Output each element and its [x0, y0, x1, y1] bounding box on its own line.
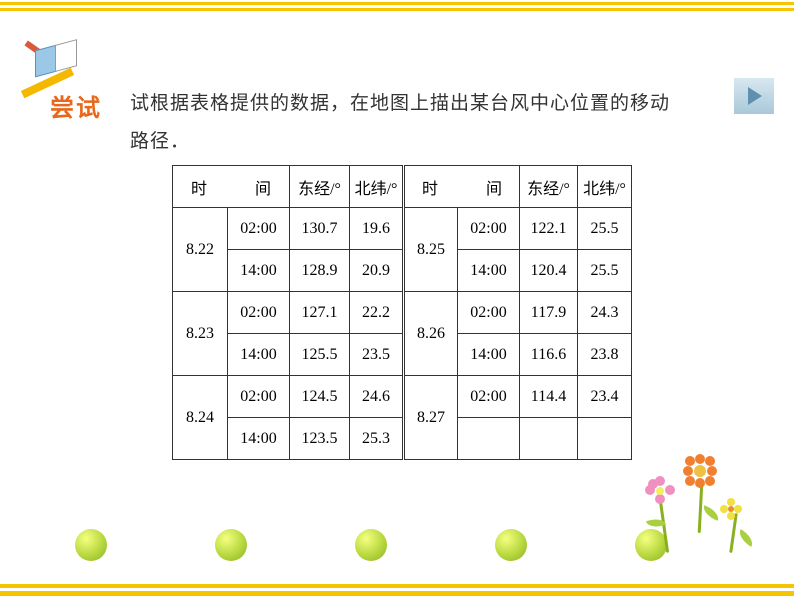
prompt-text: 试根据表格提供的数据，在地图上描出某台风中心位置的移动 路径． [130, 85, 670, 161]
cell-time: 02:00 [228, 376, 290, 418]
cell-time: 14:00 [228, 250, 290, 292]
cell-north: 24.6 [350, 376, 404, 418]
cell-east: 122.1 [520, 208, 578, 250]
cell-time: 14:00 [458, 334, 520, 376]
header-time-left: 时 间 [173, 166, 290, 208]
cell-time: 14:00 [228, 334, 290, 376]
cell-date: 8.27 [404, 376, 458, 460]
cell-time: 02:00 [458, 292, 520, 334]
bottom-stripe [0, 584, 794, 596]
header-north-left: 北纬/° [350, 166, 404, 208]
cell-time: 02:00 [228, 208, 290, 250]
cell-east: 130.7 [290, 208, 350, 250]
cell-north: 25.5 [578, 208, 632, 250]
cell-time: 02:00 [458, 208, 520, 250]
try-label: 尝试 [50, 88, 102, 123]
nav-dots [75, 529, 667, 561]
flower-decoration [632, 458, 772, 558]
cell-north: 23.5 [350, 334, 404, 376]
nav-dot[interactable] [215, 529, 247, 561]
cell-east: 124.5 [290, 376, 350, 418]
cell-east: 128.9 [290, 250, 350, 292]
cell-north: 24.3 [578, 292, 632, 334]
cell-east: 120.4 [520, 250, 578, 292]
header-north-right: 北纬/° [578, 166, 632, 208]
cell-east: 116.6 [520, 334, 578, 376]
header-east-left: 东经/° [290, 166, 350, 208]
nav-dot[interactable] [495, 529, 527, 561]
cell-time: 02:00 [228, 292, 290, 334]
cell-north: 25.3 [350, 418, 404, 460]
sunflower-icon [687, 458, 713, 484]
typhoon-data-table: 时 间 东经/° 北纬/° 时 间 东经/° 北纬/° 8.22 02:00 1… [172, 165, 632, 460]
cell-time: 02:00 [458, 376, 520, 418]
cell-east: 114.4 [520, 376, 578, 418]
cell-time: 14:00 [458, 250, 520, 292]
next-button[interactable] [734, 78, 774, 114]
cell-north: 23.8 [578, 334, 632, 376]
cell-east: 125.5 [290, 334, 350, 376]
cell-date: 8.23 [173, 292, 228, 376]
cell-date: 8.25 [404, 208, 458, 292]
cell-north: 19.6 [350, 208, 404, 250]
cell-north: 20.9 [350, 250, 404, 292]
prompt-line2: 路径． [130, 131, 190, 152]
cell-north: 22.2 [350, 292, 404, 334]
cell-east: 117.9 [520, 292, 578, 334]
cell-north [578, 418, 632, 460]
cell-date: 8.26 [404, 292, 458, 376]
nav-dot[interactable] [355, 529, 387, 561]
cell-east: 123.5 [290, 418, 350, 460]
cell-north: 23.4 [578, 376, 632, 418]
header-east-right: 东经/° [520, 166, 578, 208]
cell-north: 25.5 [578, 250, 632, 292]
nav-dot[interactable] [75, 529, 107, 561]
cell-date: 8.24 [173, 376, 228, 460]
cell-time [458, 418, 520, 460]
cell-date: 8.22 [173, 208, 228, 292]
cell-east [520, 418, 578, 460]
cell-east: 127.1 [290, 292, 350, 334]
cell-time: 14:00 [228, 418, 290, 460]
top-stripe [0, 0, 794, 16]
prompt-line1: 试根据表格提供的数据，在地图上描出某台风中心位置的移动 [130, 93, 670, 114]
pink-flower-icon [647, 478, 673, 504]
header-time-right: 时 间 [404, 166, 520, 208]
yellow-flower-icon [722, 500, 740, 518]
